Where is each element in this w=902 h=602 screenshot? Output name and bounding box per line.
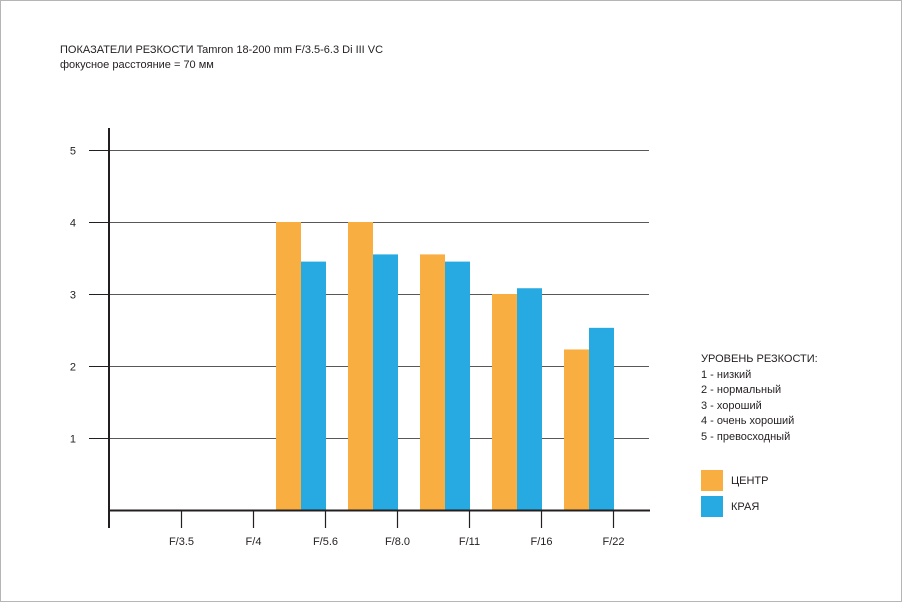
sharpness-level-3: 3 - хороший xyxy=(701,399,762,412)
y-tick-label: 1 xyxy=(70,434,76,446)
legend-swatch-edges xyxy=(701,496,723,517)
bar-center-F/16 xyxy=(492,294,517,510)
sharpness-level-2: 2 - нормальный xyxy=(701,384,782,396)
tick-labels: 1 2 3 4 5 F/3.5 F/4 F/5.6 F/8.0 F/11 F/16 F/22 xyxy=(70,146,625,549)
bar-edges-F/5.6 xyxy=(301,261,326,510)
legend: ЦЕНТР КРАЯ xyxy=(701,470,768,522)
y-tick-label: 2 xyxy=(70,362,76,374)
y-tick-label: 4 xyxy=(70,218,76,230)
sharpness-level-4: 4 - очень хороший xyxy=(701,415,795,427)
x-tick-label: F/5.6 xyxy=(313,536,338,548)
axes xyxy=(89,128,650,528)
sharpness-level-5: 5 - превосходный xyxy=(701,430,791,443)
bar-edges-F/22 xyxy=(589,327,614,510)
bar-edges-F/16 xyxy=(517,288,542,510)
y-tick-label: 5 xyxy=(70,146,76,158)
legend-label-center: ЦЕНТР xyxy=(731,474,769,487)
bars xyxy=(276,222,614,510)
x-tick-label: F/8.0 xyxy=(385,536,410,548)
bar-edges-F/8.0 xyxy=(373,254,398,510)
bar-center-F/5.6 xyxy=(276,222,301,510)
x-tick-label: F/11 xyxy=(459,536,480,548)
sharpness-scale-heading: УРОВЕНЬ РЕЗКОСТИ: xyxy=(701,353,818,365)
y-tick-label: 3 xyxy=(70,290,76,302)
legend-swatch-center xyxy=(701,470,723,491)
x-tick-label: F/22 xyxy=(602,536,624,548)
bar-center-F/8.0 xyxy=(348,222,373,510)
sharpness-scale: УРОВЕНЬ РЕЗКОСТИ: 1 - низкий 2 - нормаль… xyxy=(701,352,818,445)
legend-item-center: ЦЕНТР xyxy=(701,470,768,491)
bar-edges-F/11 xyxy=(445,261,470,510)
x-tick-label: F/3.5 xyxy=(169,536,194,548)
bar-center-F/11 xyxy=(420,254,445,510)
chart-subtitle: фокусное расстояние = 70 мм xyxy=(60,59,214,71)
x-tick-label: F/4 xyxy=(246,536,262,548)
legend-item-edges: КРАЯ xyxy=(701,496,768,517)
bar-center-F/22 xyxy=(564,349,589,510)
sharpness-level-1: 1 - низкий xyxy=(701,368,752,381)
chart-title: ПОКАЗАТЕЛИ РЕЗКОСТИ Tamron 18-200 mm F/3… xyxy=(60,44,384,56)
x-tick-label: F/16 xyxy=(530,536,552,548)
legend-label-edges: КРАЯ xyxy=(731,500,760,513)
